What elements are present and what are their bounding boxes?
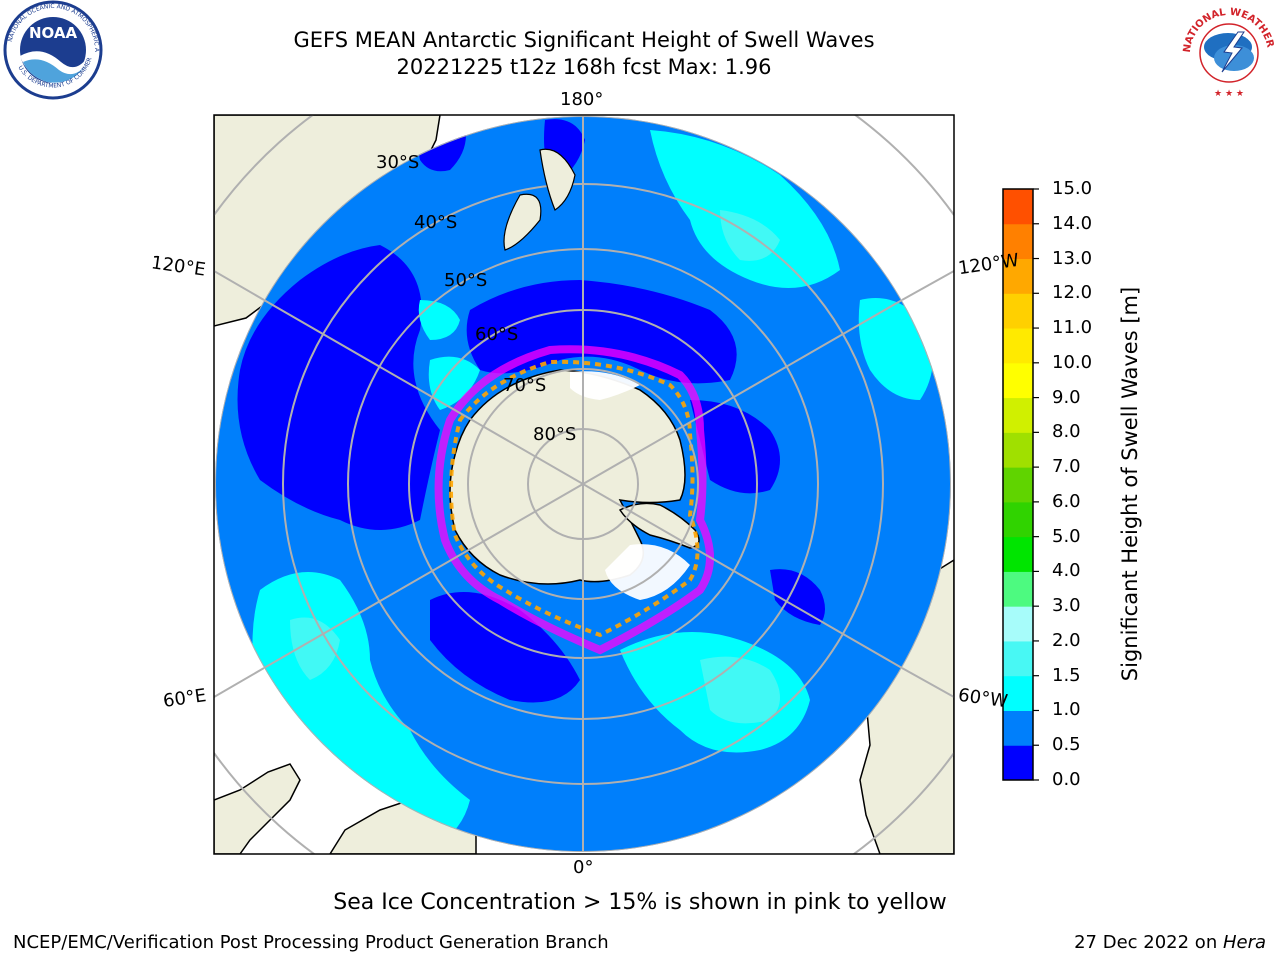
colorbar-tick-label: 0.5 <box>1052 734 1081 756</box>
colorbar-band <box>1003 258 1033 294</box>
lat-label-30s: 30°S <box>376 152 420 173</box>
colorbar-tick-label: 5.0 <box>1052 525 1081 547</box>
colorbar-band <box>1003 328 1033 364</box>
colorbar-tick-label: 7.0 <box>1052 456 1081 478</box>
colorbar-tick-label: 6.0 <box>1052 490 1081 512</box>
footer-machine: Hera <box>1222 932 1266 953</box>
colorbar-tick-label: 14.0 <box>1052 212 1093 234</box>
colorbar-tick-label: 9.0 <box>1052 386 1081 408</box>
land-madagascar <box>214 763 301 854</box>
colorbar-band <box>1003 432 1033 468</box>
chart-title: GEFS MEAN Antarctic Significant Height o… <box>293 28 875 52</box>
colorbar-tick-label: 1.0 <box>1052 699 1081 721</box>
colorbar <box>1002 188 1039 781</box>
colorbar-tick-label: 11.0 <box>1052 317 1093 339</box>
colorbar-band <box>1003 640 1033 677</box>
land-antarctic-peninsula <box>618 502 700 549</box>
map-border <box>213 114 955 855</box>
colorbar-band <box>1003 745 1033 781</box>
colorbar-band <box>1003 571 1033 607</box>
lat-label-70s: 70°S <box>503 375 547 396</box>
nws-logo: NATIONAL WEATHER SERVICE ★ ★ ★ <box>1178 2 1277 100</box>
noaa-logo: NOAA NATIONAL OCEANIC AND ATMOSPHERIC AD… <box>1 0 103 100</box>
svg-text:★ ★ ★: ★ ★ ★ <box>1214 89 1244 99</box>
lat-label-80s: 80°S <box>533 424 577 445</box>
colorbar-band <box>1003 606 1033 642</box>
outer-graticule <box>214 115 954 854</box>
noaa-logo-text: NOAA <box>29 24 78 42</box>
lat-label-60s: 60°S <box>475 324 519 345</box>
footer-date: 27 Dec 2022 on Hera <box>1074 932 1266 953</box>
colorbar-band <box>1003 189 1033 225</box>
colorbar-border <box>1002 188 1034 781</box>
lat-label-40s: 40°S <box>414 212 458 233</box>
colorbar-tick-label: 13.0 <box>1052 247 1093 269</box>
colorbar-label: Significant Height of Swell Waves [m] <box>1118 286 1142 682</box>
colorbar-band <box>1003 467 1033 503</box>
colorbar-tick-label: 10.0 <box>1052 351 1093 373</box>
sea-ice-edge <box>434 345 714 655</box>
lon-label-0: 0° <box>573 857 594 878</box>
colorbar-band <box>1003 675 1033 711</box>
chart-subtitle: 20221225 t12z 168h fcst Max: 1.96 <box>396 55 772 79</box>
colorbar-band <box>1003 536 1033 572</box>
colorbar-tick-label: 3.0 <box>1052 595 1081 617</box>
colorbar-band <box>1003 362 1033 399</box>
sea-ice-inner <box>449 359 700 638</box>
footer-credit: NCEP/EMC/Verification Post Processing Pr… <box>13 932 609 953</box>
lat-label-50s: 50°S <box>444 270 488 291</box>
colorbar-band <box>1003 293 1033 329</box>
colorbar-band <box>1003 710 1033 746</box>
lon-label-180: 180° <box>560 89 604 110</box>
colorbar-band <box>1003 223 1033 260</box>
colorbar-tick-label: 8.0 <box>1052 421 1081 443</box>
land-new-zealand <box>503 148 576 251</box>
colorbar-band <box>1003 501 1033 538</box>
colorbar-tick-label: 4.0 <box>1052 560 1081 582</box>
colorbar-tick-label: 2.0 <box>1052 629 1081 651</box>
graticule <box>215 116 951 852</box>
colorbar-tick-label: 0.0 <box>1052 769 1081 790</box>
footer-date-text: 27 Dec 2022 on <box>1074 932 1223 953</box>
colorbar-band <box>1003 397 1033 433</box>
colorbar-tick-label: 15.0 <box>1052 178 1093 199</box>
colorbar-tick-label: 12.0 <box>1052 282 1093 304</box>
sea-ice-note: Sea Ice Concentration > 15% is shown in … <box>333 890 947 915</box>
colorbar-tick-label: 1.5 <box>1052 664 1081 686</box>
